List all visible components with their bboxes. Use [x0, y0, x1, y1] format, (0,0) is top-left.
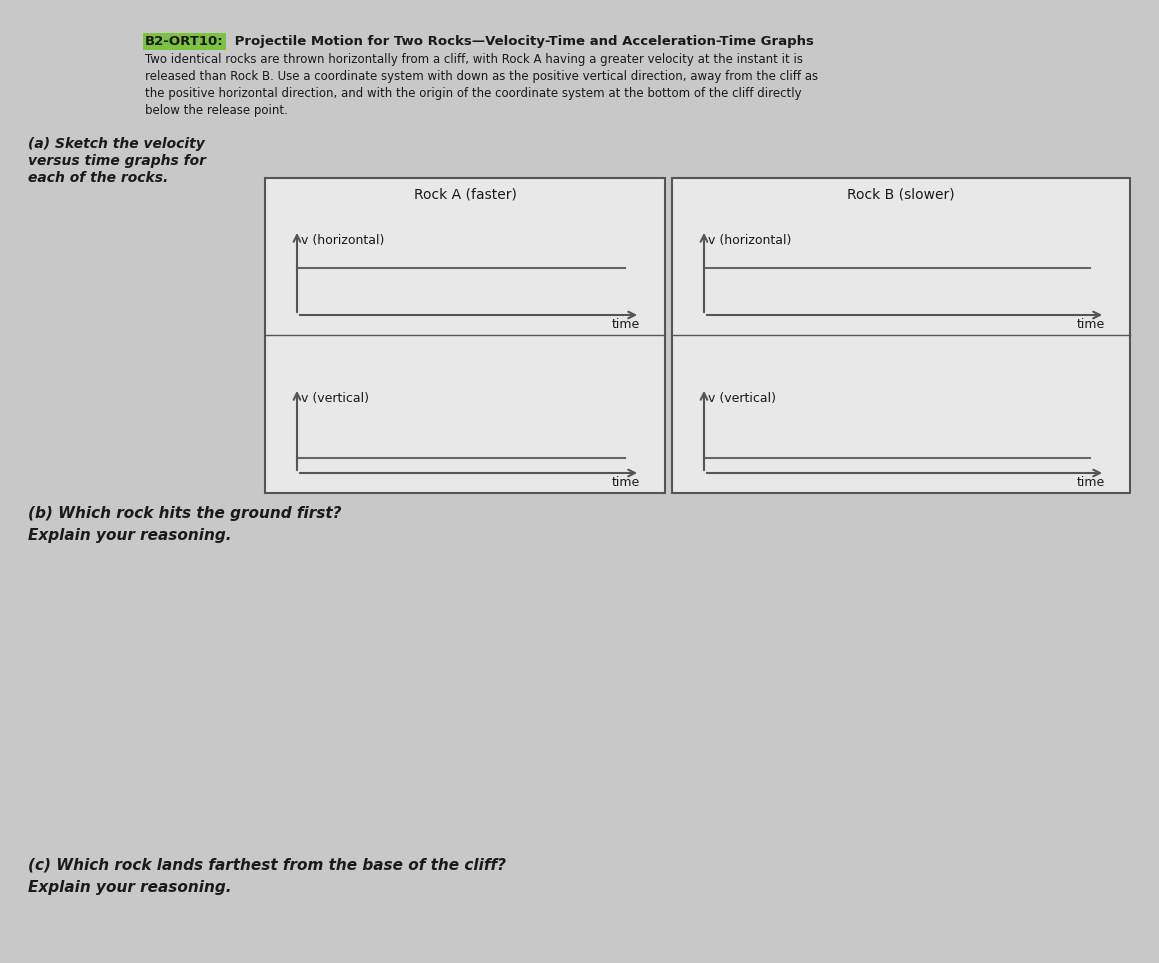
Text: versus time graphs for: versus time graphs for — [28, 154, 206, 168]
Text: B2-ORT10:: B2-ORT10: — [145, 35, 224, 48]
Text: v (horizontal): v (horizontal) — [708, 234, 792, 247]
Text: v (vertical): v (vertical) — [708, 392, 777, 405]
Bar — [672, 178, 1130, 493]
Text: Explain your reasoning.: Explain your reasoning. — [28, 880, 232, 895]
Text: Rock A (faster): Rock A (faster) — [414, 187, 517, 201]
Text: (a) Sketch the velocity: (a) Sketch the velocity — [28, 137, 205, 151]
Text: Explain your reasoning.: Explain your reasoning. — [28, 528, 232, 543]
Text: Projectile Motion for Two Rocks—Velocity-Time and Acceleration-Time Graphs: Projectile Motion for Two Rocks—Velocity… — [229, 35, 814, 48]
Text: Rock B (slower): Rock B (slower) — [847, 187, 955, 201]
Bar — [265, 178, 665, 493]
Text: released than Rock B. Use a coordinate system with down as the positive vertical: released than Rock B. Use a coordinate s… — [145, 70, 818, 83]
Text: time: time — [1077, 318, 1105, 331]
Text: Two identical rocks are thrown horizontally from a cliff, with Rock A having a g: Two identical rocks are thrown horizonta… — [145, 53, 803, 66]
Text: (c) Which rock lands farthest from the base of the cliff?: (c) Which rock lands farthest from the b… — [28, 858, 506, 873]
Text: below the release point.: below the release point. — [145, 104, 287, 117]
Text: the positive horizontal direction, and with the origin of the coordinate system : the positive horizontal direction, and w… — [145, 87, 802, 100]
Text: v (vertical): v (vertical) — [301, 392, 369, 405]
Text: time: time — [612, 318, 640, 331]
Text: (b) Which rock hits the ground first?: (b) Which rock hits the ground first? — [28, 506, 342, 521]
Text: time: time — [612, 476, 640, 489]
Text: each of the rocks.: each of the rocks. — [28, 171, 168, 185]
Text: time: time — [1077, 476, 1105, 489]
Text: v (horizontal): v (horizontal) — [301, 234, 385, 247]
